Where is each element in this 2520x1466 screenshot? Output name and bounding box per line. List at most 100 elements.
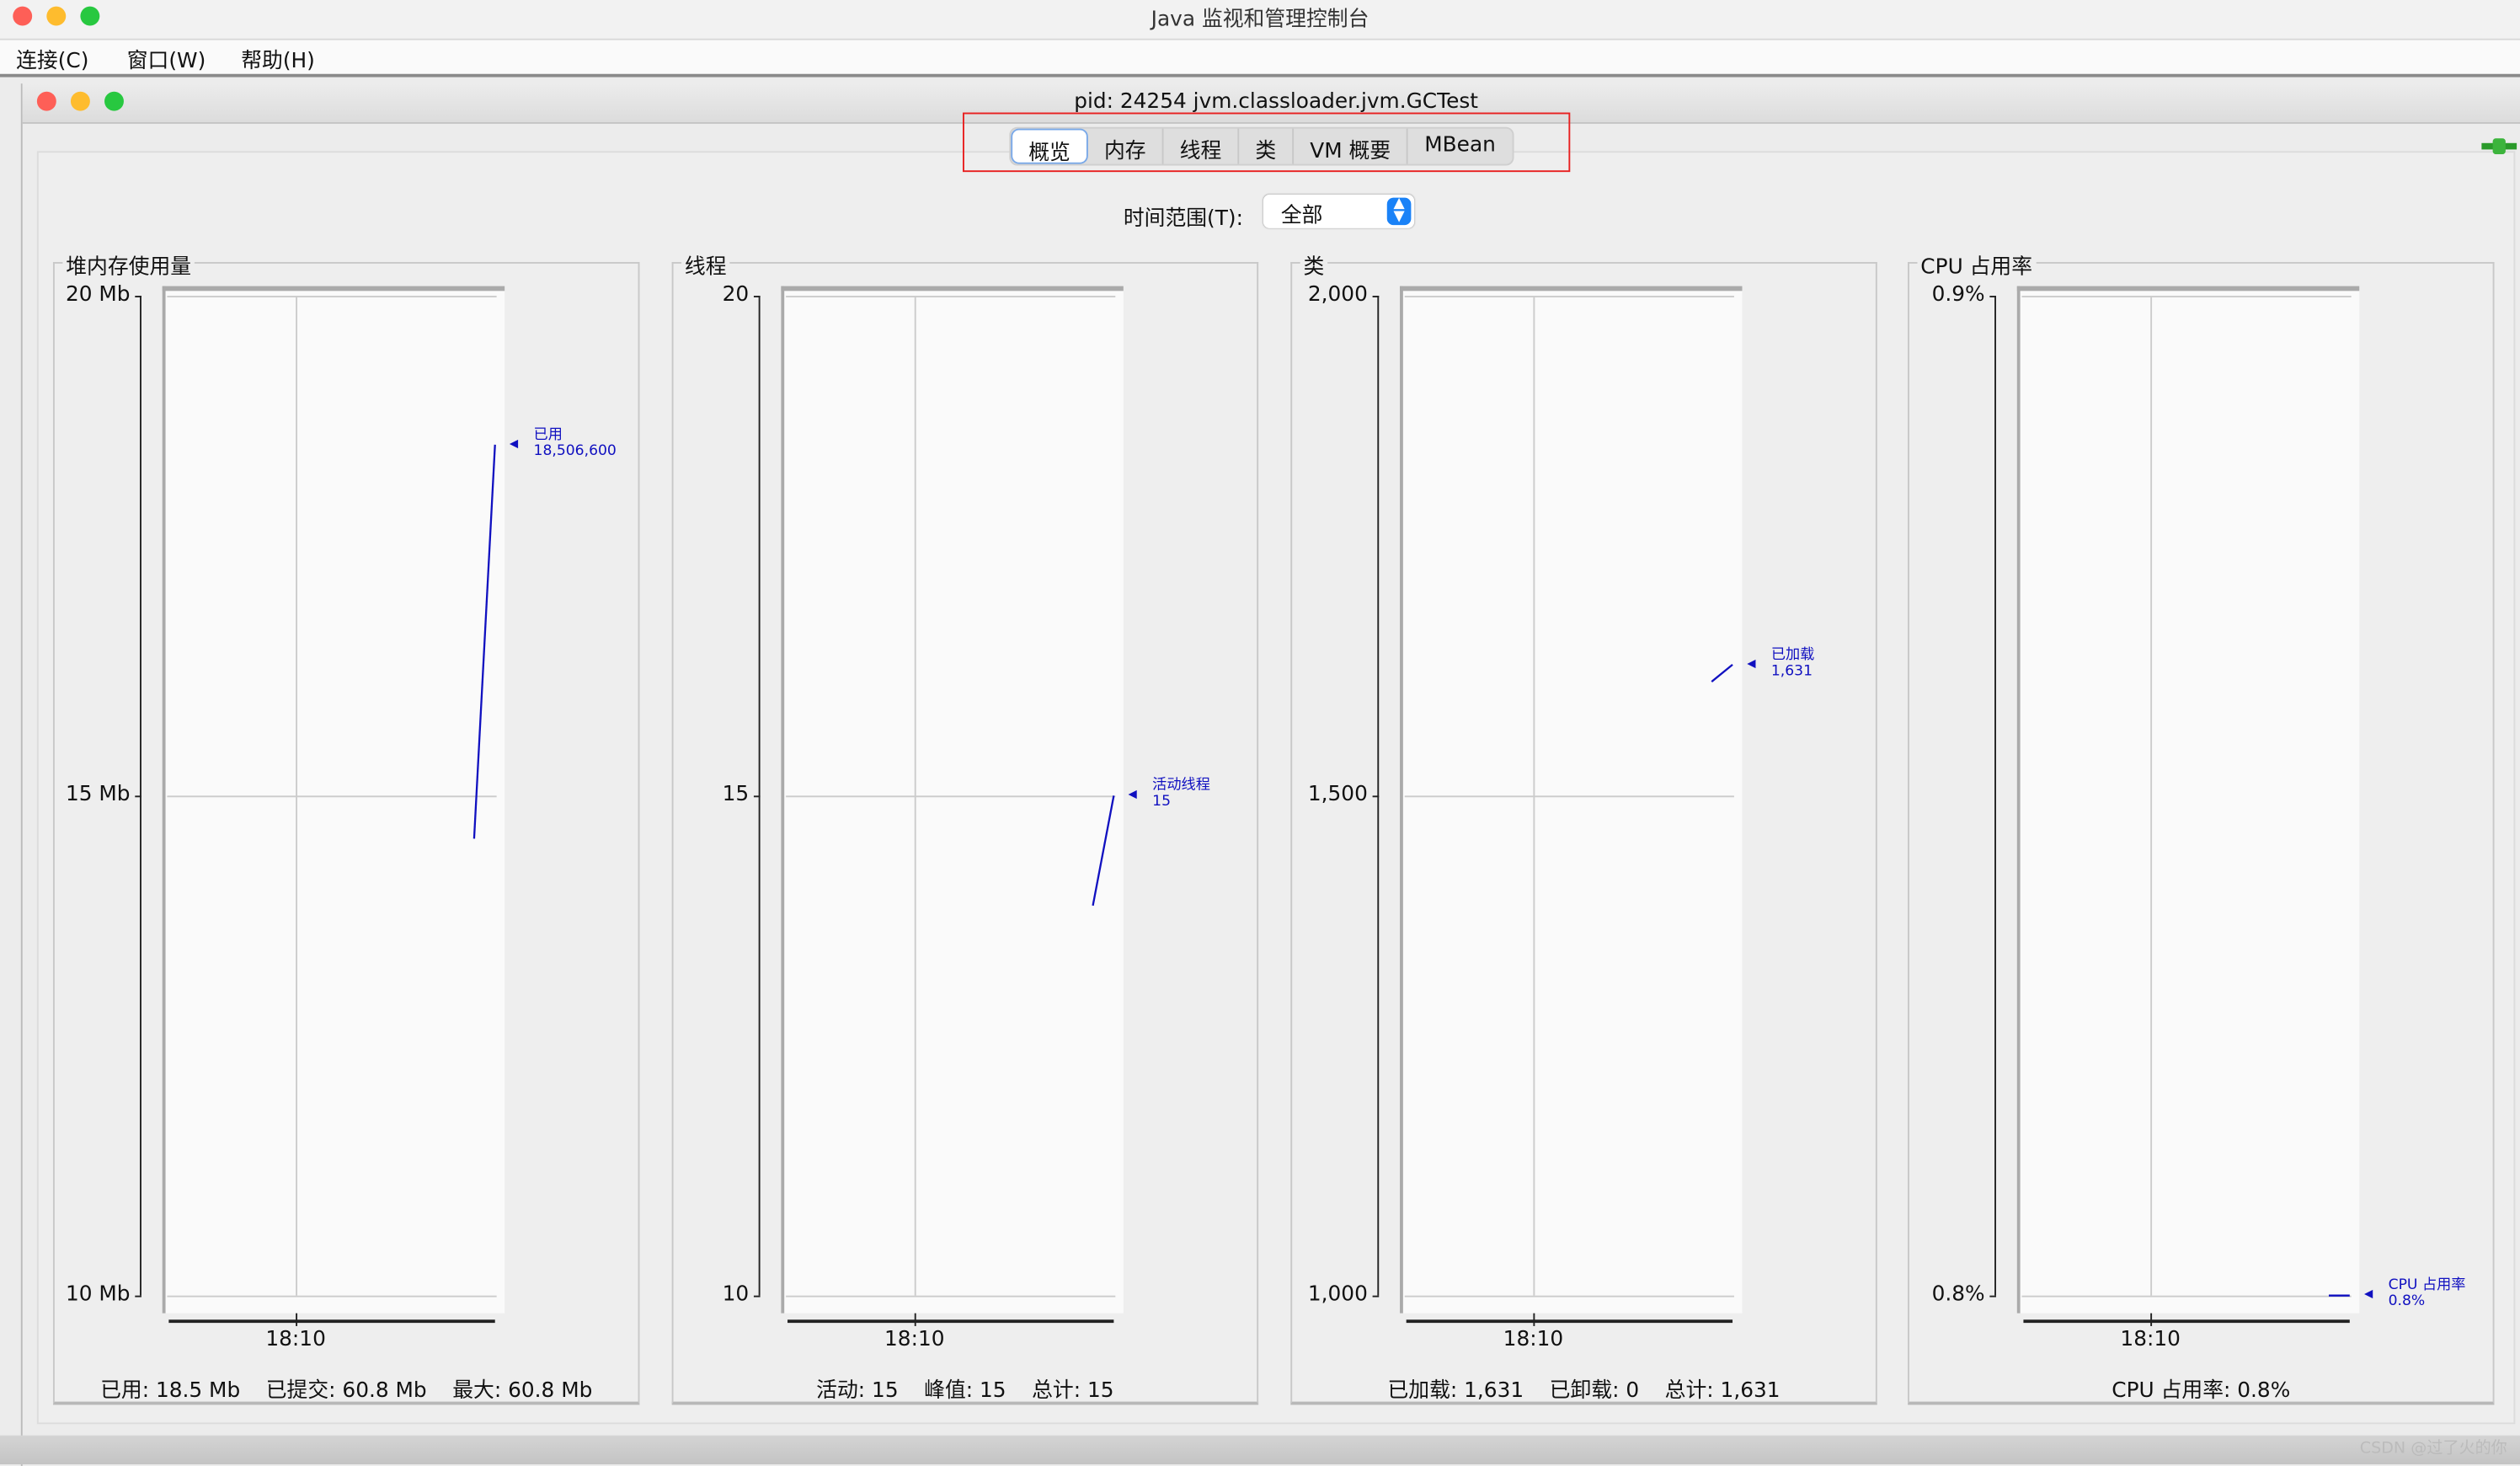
- series-line: [472, 444, 496, 839]
- y-tick-label: 10: [722, 1282, 750, 1308]
- minimize-button[interactable]: [46, 6, 67, 26]
- plot-area: [781, 286, 1124, 1314]
- summary-item: 最大: 60.8 Mb: [452, 1378, 593, 1404]
- x-tick-label: 18:10: [265, 1327, 326, 1352]
- series-label: 活动线程 15: [1152, 778, 1210, 810]
- y-axis: [1994, 296, 1996, 1296]
- y-tick: [753, 296, 761, 297]
- plot-area: [2016, 286, 2360, 1314]
- series-line: [1711, 664, 1733, 682]
- panel-title: 类: [1300, 249, 1328, 280]
- y-tick-label: 15 Mb: [65, 783, 131, 807]
- window-close-button[interactable]: [36, 91, 56, 111]
- y-tick-label: 1,000: [1307, 1282, 1368, 1308]
- summary-item: 总计: 15: [1032, 1378, 1114, 1404]
- menu-help[interactable]: 帮助(H): [241, 50, 315, 74]
- plot-area: [1400, 286, 1743, 1314]
- series-label: CPU 占用率 0.8%: [2389, 1278, 2466, 1310]
- menu-window[interactable]: 窗口(W): [126, 50, 206, 74]
- tab-overview[interactable]: 概览: [1011, 128, 1088, 166]
- grid-line: [167, 795, 497, 798]
- summary-item: 活动: 15: [816, 1378, 899, 1404]
- summary-item: 已卸载: 0: [1549, 1378, 1640, 1404]
- panel-title: CPU 占用率: [1917, 249, 2036, 280]
- grid-line: [167, 1295, 497, 1297]
- series-name: 已加载: [1770, 646, 1815, 663]
- y-tick-label: 15: [722, 783, 750, 807]
- y-tick: [1372, 296, 1380, 297]
- series-value: 18,506,600: [533, 442, 617, 460]
- plot-area: [162, 286, 505, 1314]
- y-tick: [135, 296, 141, 297]
- x-axis: [788, 1319, 1114, 1324]
- x-tick: [1533, 1313, 1535, 1326]
- close-button[interactable]: [13, 6, 33, 26]
- grid-line: [167, 296, 497, 297]
- time-range-select[interactable]: 全部 ▲ ▼: [1263, 194, 1415, 228]
- chevron-updown-icon: ▲ ▼: [1386, 197, 1412, 226]
- series-marker-icon: ◀: [509, 436, 519, 450]
- grid-line: [1404, 795, 1734, 798]
- panel-summary: CPU 占用率: 0.8%: [1909, 1372, 2493, 1404]
- threads-panel: 线程 18:10 20 15 10 ◀ 活动线程 15 活动: 15 峰值: 15…: [671, 249, 1259, 1405]
- x-tick: [296, 1313, 298, 1326]
- window-minimize-button[interactable]: [70, 91, 90, 111]
- y-tick: [753, 1295, 761, 1297]
- grid-line: [2150, 296, 2153, 1296]
- grid-line: [1404, 1295, 1734, 1297]
- y-tick: [135, 1295, 141, 1297]
- grid-line: [786, 296, 1116, 297]
- summary-item: CPU 占用率: 0.8%: [2112, 1378, 2291, 1404]
- classes-panel: 类 18:10 2,000 1,500 1,000 ◀ 已加载 1,631 已加…: [1290, 249, 1877, 1405]
- window-zoom-button[interactable]: [104, 91, 124, 111]
- series-value: 0.8%: [2388, 1293, 2426, 1310]
- connection-window: pid: 24254 jvm.classloader.jvm.GCTest 概览…: [20, 83, 2520, 1466]
- y-tick-label: 10 Mb: [65, 1282, 131, 1308]
- summary-item: 总计: 1,631: [1664, 1378, 1781, 1404]
- x-tick-label: 18:10: [2120, 1327, 2181, 1352]
- series-label: 已加载 1,631: [1771, 647, 1815, 679]
- y-tick: [1372, 795, 1380, 798]
- series-marker-icon: ◀: [1128, 787, 1137, 801]
- x-tick-label: 18:10: [1503, 1327, 1564, 1352]
- x-axis: [168, 1319, 495, 1324]
- y-tick: [1989, 296, 1996, 297]
- panel-summary: 已加载: 1,631 已卸载: 0 总计: 1,631: [1292, 1372, 1876, 1404]
- y-tick-label: 1,500: [1307, 783, 1368, 807]
- tab-mbean[interactable]: MBean: [1424, 133, 1496, 158]
- x-tick: [914, 1313, 916, 1326]
- time-range-value: 全部: [1280, 204, 1323, 228]
- series-line: [1092, 795, 1115, 907]
- grid-line: [2021, 296, 2352, 297]
- tab-bar: 概览 内存 线程 类 VM 概要 MBean: [1009, 126, 1514, 166]
- window-title: pid: 24254 jvm.classloader.jvm.GCTest: [1074, 89, 1478, 115]
- series-marker-icon: ◀: [1747, 656, 1756, 670]
- tab-threads[interactable]: 线程: [1164, 128, 1240, 164]
- highlight-box: [963, 112, 1571, 173]
- panel-summary: 活动: 15 峰值: 15 总计: 15: [674, 1372, 1257, 1404]
- y-tick-label: 0.8%: [1931, 1282, 1985, 1308]
- series-value: 15: [1152, 794, 1172, 811]
- summary-item: 峰值: 15: [924, 1378, 1006, 1404]
- y-tick: [1989, 1295, 1996, 1297]
- connection-plug-icon[interactable]: [2481, 138, 2517, 155]
- series-marker-icon: ◀: [2363, 1287, 2373, 1301]
- series-label: 已用 18,506,600: [534, 427, 617, 459]
- grid-line: [786, 1295, 1116, 1297]
- x-axis: [2023, 1319, 2350, 1324]
- zoom-button[interactable]: [80, 6, 100, 26]
- window-bottom: [0, 1435, 2520, 1465]
- y-tick-label: 0.9%: [1931, 282, 1985, 308]
- tab-memory[interactable]: 内存: [1088, 128, 1164, 164]
- tab-vm-summary[interactable]: VM 概要: [1294, 128, 1409, 164]
- panel-title: 线程: [681, 249, 730, 280]
- app-title: Java 监视和管理控制台: [1151, 8, 1369, 33]
- cpu-usage-panel: CPU 占用率 18:10 0.9% 0.8% ◀ CPU 占用率 0.8% C…: [1908, 249, 2495, 1405]
- series-name: 已用: [533, 426, 563, 443]
- y-tick: [1372, 1295, 1380, 1297]
- series-name: 活动线程: [1152, 778, 1210, 795]
- tab-classes[interactable]: 类: [1239, 128, 1295, 164]
- y-tick-label: 20 Mb: [65, 282, 131, 308]
- summary-item: 已提交: 60.8 Mb: [265, 1378, 427, 1404]
- menu-connect[interactable]: 连接(C): [16, 50, 89, 74]
